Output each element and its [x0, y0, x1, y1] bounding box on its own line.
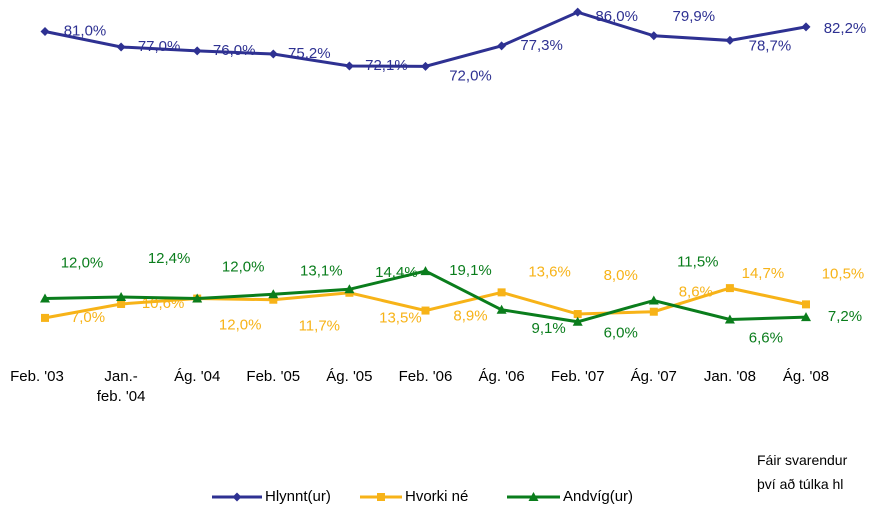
point: [268, 49, 278, 59]
data-label: 13,5%: [379, 310, 422, 327]
point: [725, 35, 735, 45]
data-label: 11,5%: [677, 253, 718, 270]
point: [725, 284, 734, 293]
data-label: 6,0%: [604, 325, 638, 342]
x-tick-label: Ág. '07: [630, 368, 677, 385]
x-tick-label: Ág. '05: [326, 368, 373, 385]
data-label: 77,0%: [138, 38, 181, 55]
point: [724, 314, 735, 324]
legend-label: Hvorki né: [405, 488, 468, 505]
point: [116, 42, 126, 52]
point: [420, 266, 431, 276]
x-tick-label: Ág. '08: [782, 368, 830, 385]
point: [649, 31, 659, 41]
legend-marker: [528, 492, 539, 501]
legend-marker: [232, 492, 242, 502]
point: [192, 46, 202, 56]
point: [117, 299, 126, 308]
point: [801, 312, 811, 322]
point: [497, 41, 507, 51]
legend-label: Andvíg(ur): [563, 488, 633, 505]
data-label: 9,1%: [531, 320, 565, 337]
point: [40, 293, 50, 303]
data-label: 82,2%: [824, 20, 867, 37]
data-label: 12,0%: [61, 255, 104, 272]
point: [116, 292, 127, 302]
data-label: 6,6%: [749, 329, 783, 346]
data-label: 8,6%: [679, 284, 713, 301]
point: [268, 289, 279, 299]
data-label: 14,7%: [742, 265, 785, 282]
data-label: 12,0%: [219, 317, 262, 334]
point: [192, 293, 203, 303]
point: [496, 304, 507, 314]
point: [421, 61, 430, 71]
data-label: 12,4%: [148, 250, 191, 267]
point: [801, 22, 811, 32]
data-label: 19,1%: [449, 262, 492, 279]
data-label: 13,6%: [528, 263, 571, 280]
point: [802, 300, 810, 309]
data-label: 86,0%: [595, 8, 638, 25]
data-label: 10,5%: [822, 265, 865, 282]
data-label: 72,1%: [365, 57, 408, 74]
x-tick-label: Feb. '03: [10, 368, 64, 385]
x-tick-label: Feb. '05: [246, 368, 301, 385]
point: [344, 61, 354, 71]
point: [649, 307, 658, 316]
legend-marker: [377, 493, 385, 501]
data-label: 79,9%: [673, 8, 716, 25]
point: [573, 7, 583, 17]
point: [572, 316, 583, 326]
data-label: 8,9%: [453, 308, 487, 325]
point: [573, 310, 582, 319]
point: [497, 288, 506, 297]
point: [344, 284, 355, 294]
data-label: 75,2%: [288, 45, 331, 62]
footnote: Fáir svarendur: [757, 452, 848, 468]
x-tick-label: Ág. '04: [174, 368, 221, 385]
data-label: 76,0%: [213, 42, 256, 59]
point: [421, 306, 430, 315]
x-tick-label: Ág. '06: [478, 368, 525, 385]
point: [41, 313, 49, 322]
data-label: 72,0%: [449, 67, 492, 84]
point: [40, 27, 50, 37]
x-tick-label: Jan.- feb. '04: [96, 368, 146, 405]
x-tick-label: Jan. '08: [703, 368, 756, 385]
data-label: 12,0%: [222, 259, 265, 276]
point: [648, 295, 659, 305]
data-label: 77,3%: [520, 37, 563, 54]
data-label: 8,0%: [604, 267, 638, 284]
x-tick-label: Feb. '06: [398, 368, 453, 385]
data-label: 14,4%: [375, 264, 418, 281]
data-label: 78,7%: [749, 37, 792, 54]
data-label: 81,0%: [64, 22, 107, 39]
x-tick-label: Feb. '07: [550, 368, 605, 385]
data-label: 7,2%: [828, 308, 862, 325]
data-label: 11,7%: [299, 318, 340, 335]
legend-label: Hlynnt(ur): [265, 488, 331, 505]
footnote: því að túlka hl: [757, 476, 844, 492]
data-label: 7,0%: [71, 309, 105, 326]
data-label: 13,1%: [300, 262, 343, 279]
